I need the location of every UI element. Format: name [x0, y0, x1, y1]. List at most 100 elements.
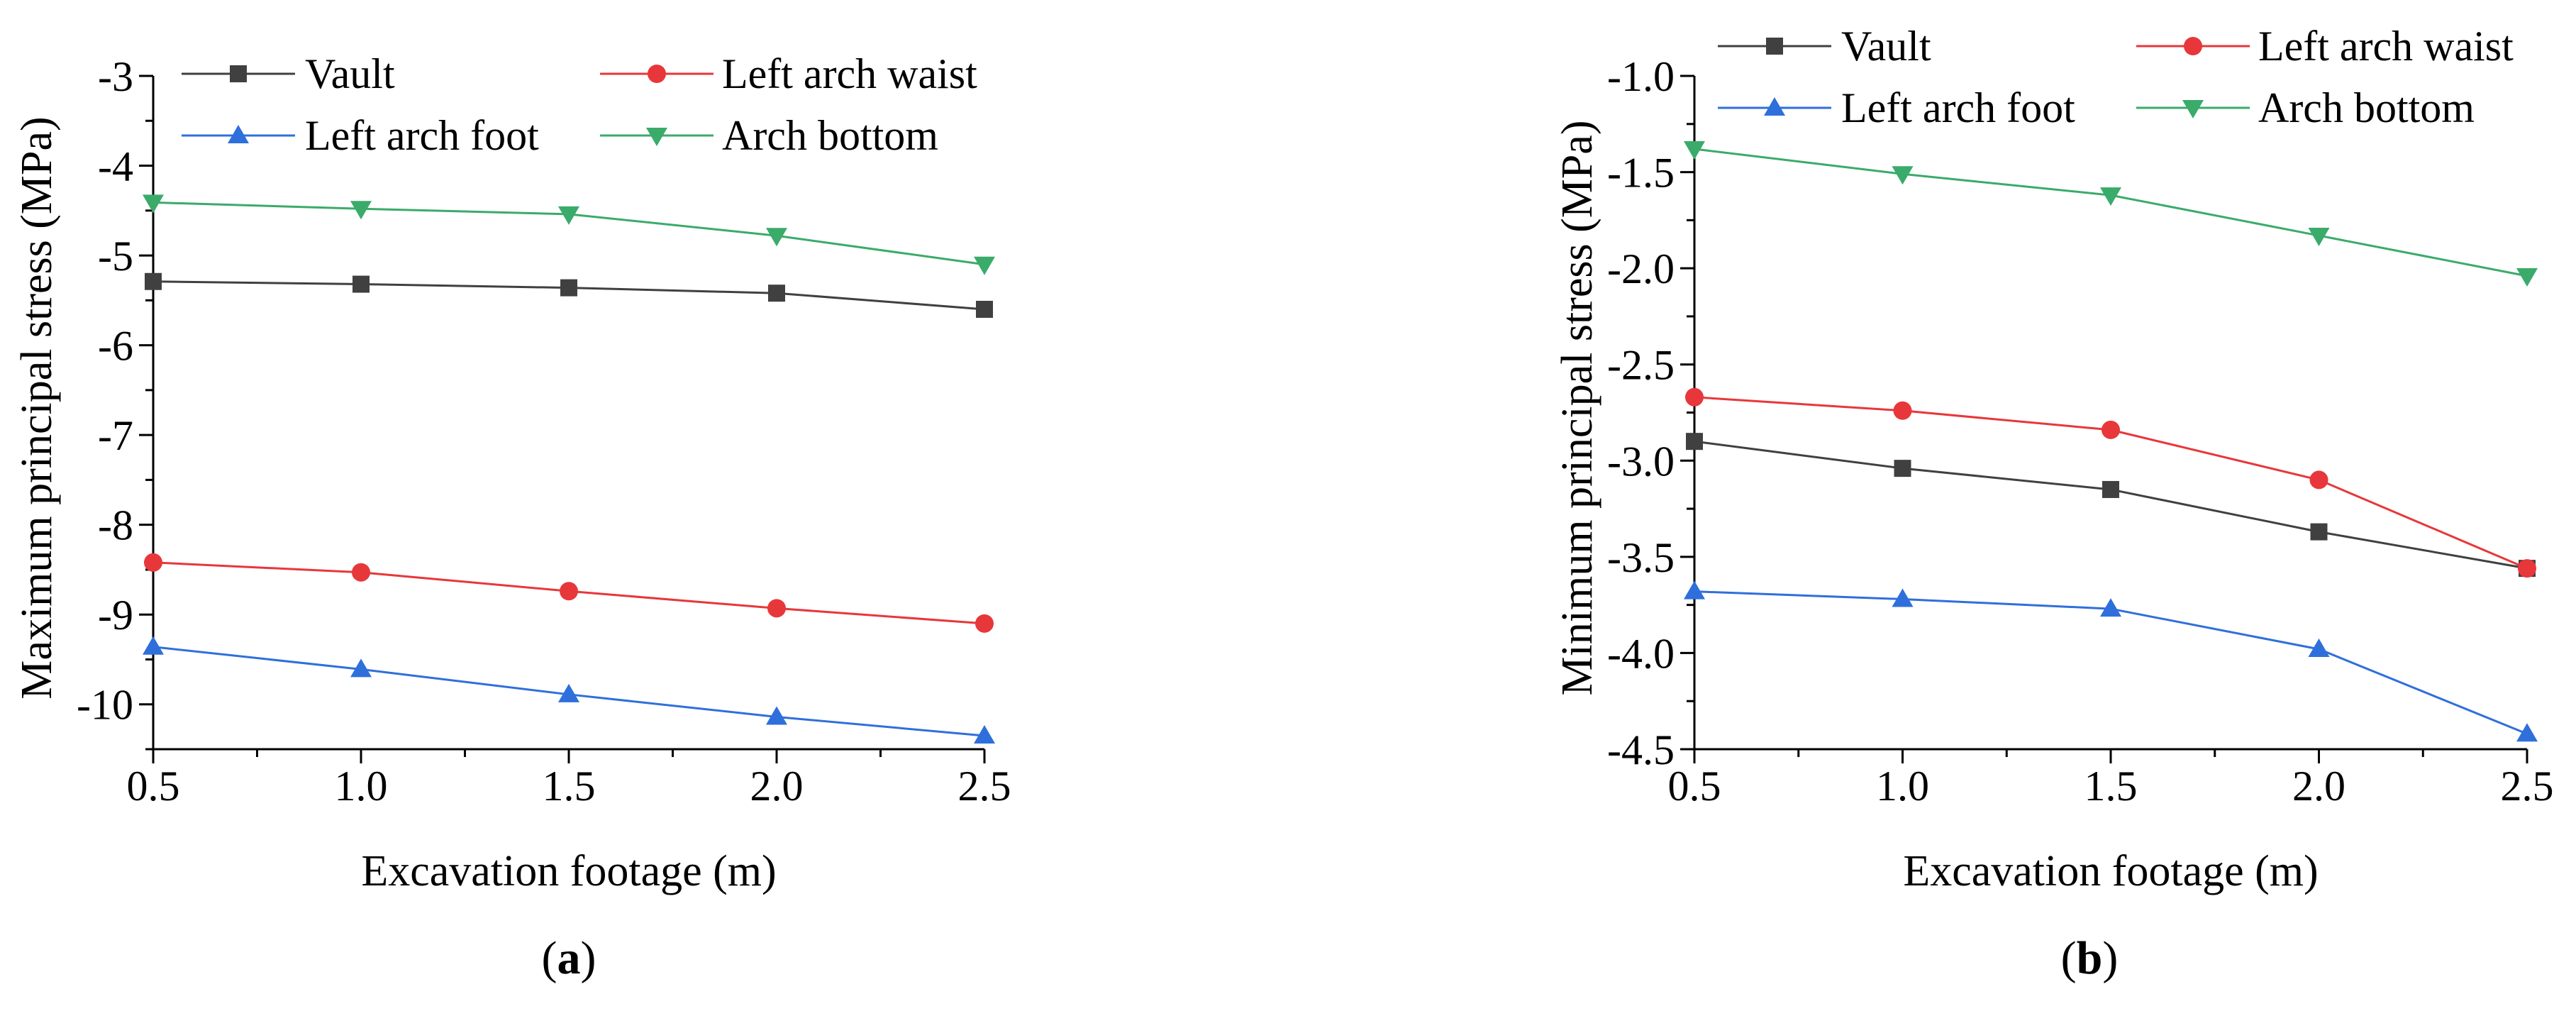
y-axis-title-b: Minimum principal stress (MPa): [1553, 120, 1601, 695]
data-point-vault-b: [1894, 460, 1911, 477]
data-point-left-arch-waist-b: [2309, 470, 2328, 490]
data-point-left-arch-foot-b: [2516, 723, 2538, 742]
y-tick-label-b: -3.5: [1607, 534, 1675, 581]
x-tick-label-a: 1.5: [543, 763, 596, 810]
x-tick-label-b: 2.0: [2292, 763, 2345, 810]
data-point-vault-a: [768, 284, 785, 302]
series-arch-bottom-a: [143, 194, 995, 275]
data-point-arch-bottom-b: [1892, 166, 1914, 185]
legend-b: Vault Left arch waist Left arch foot Arc…: [1718, 23, 2514, 131]
data-point-vault-b: [2102, 480, 2119, 498]
data-point-arch-bottom-a: [350, 201, 372, 220]
axes-a: 0.5 1.0 1.5 2.0 2.5 -3 -4 -5 -6 -7 -8 -9 -10: [77, 53, 1011, 810]
y-tick-label-a: -8: [98, 502, 133, 549]
y-tick-label-b: -1.0: [1607, 53, 1675, 100]
data-point-left-arch-waist-a: [975, 614, 994, 633]
data-point-left-arch-foot-b: [1892, 588, 1914, 607]
y-tick-label-a: -9: [98, 592, 133, 639]
series-left-arch-waist-a: [144, 553, 994, 633]
data-point-left-arch-waist-b: [1893, 401, 1912, 420]
chart-panel-a: Vault Left arch waist Left arch foot Arc…: [13, 50, 1011, 984]
series-arch-bottom-b: [1684, 141, 2538, 287]
y-tick-label-b: -4.0: [1607, 630, 1675, 677]
legend-label-arch-bottom-b: Arch bottom: [2258, 84, 2475, 131]
x-tick-label-b: 1.0: [1876, 763, 1929, 810]
y-tick-label-b: -4.5: [1607, 727, 1675, 773]
legend-marker-left-arch-foot-a: [228, 125, 249, 143]
legend-label-left-arch-waist-a: Left arch waist: [722, 50, 977, 97]
data-point-vault-a: [976, 300, 993, 318]
data-point-left-arch-foot-a: [974, 725, 995, 744]
data-point-arch-bottom-b: [2516, 267, 2538, 287]
legend-label-arch-bottom-a: Arch bottom: [722, 112, 938, 159]
data-point-arch-bottom-a: [558, 206, 579, 225]
y-tick-label-a: -6: [98, 323, 133, 370]
data-point-left-arch-waist-a: [767, 599, 786, 618]
data-point-left-arch-foot-b: [2308, 639, 2330, 658]
series-vault-a: [145, 272, 993, 318]
data-point-vault-b: [1686, 433, 1703, 451]
y-tick-label-a: -4: [98, 143, 133, 190]
data-point-vault-b: [2310, 523, 2328, 541]
y-tick-label-a: -10: [77, 682, 133, 729]
data-point-arch-bottom-a: [766, 228, 787, 247]
series-left-arch-foot-b: [1684, 580, 2538, 742]
data-point-left-arch-foot-a: [350, 658, 372, 678]
data-point-left-arch-foot-b: [1684, 580, 1705, 600]
legend-marker-arch-bottom-a: [646, 128, 667, 146]
y-tick-label-a: -7: [98, 412, 133, 459]
data-point-left-arch-waist-a: [560, 582, 578, 601]
data-point-left-arch-foot-a: [766, 706, 787, 725]
x-axis-title-b: Excavation footage (m): [1903, 847, 2318, 895]
y-tick-label-b: -1.5: [1607, 150, 1675, 197]
legend-a: Vault Left arch waist Left arch foot Arc…: [182, 50, 977, 159]
data-point-left-arch-waist-a: [144, 553, 162, 572]
data-point-arch-bottom-a: [143, 194, 164, 214]
data-point-arch-bottom-b: [1684, 141, 1705, 160]
data-point-vault-a: [560, 279, 577, 297]
x-tick-label-b: 0.5: [1668, 763, 1721, 810]
legend-label-vault-b: Vault: [1841, 23, 1931, 70]
data-point-left-arch-waist-a: [352, 563, 370, 582]
legend-marker-vault-a: [230, 65, 247, 82]
legend-label-vault-a: Vault: [305, 50, 395, 97]
panel-label-b: (b): [2061, 932, 2119, 984]
x-tick-label-b: 1.5: [2084, 763, 2138, 810]
y-tick-label-b: -2.5: [1607, 342, 1675, 389]
x-axis-title-a: Excavation footage (m): [361, 847, 776, 895]
x-tick-label-a: 0.5: [127, 763, 180, 810]
data-point-vault-a: [352, 275, 370, 293]
chart-panel-b: Vault Left arch waist Left arch foot Arc…: [1553, 23, 2554, 984]
legend-marker-arch-bottom-b: [2182, 100, 2204, 118]
legend-label-left-arch-waist-b: Left arch waist: [2258, 23, 2514, 70]
y-axis-title-a: Maximum principal stress (MPa): [13, 116, 61, 699]
x-tick-label-a: 1.0: [335, 763, 388, 810]
data-point-left-arch-waist-b: [2518, 559, 2536, 578]
legend-label-left-arch-foot-b: Left arch foot: [1841, 84, 2075, 131]
y-tick-label-a: -3: [98, 53, 133, 100]
series-vault-b: [1686, 433, 2536, 578]
series-line-arch-bottom-b: [1694, 148, 2528, 277]
y-tick-label-b: -3.0: [1607, 438, 1675, 485]
legend-marker-vault-b: [1766, 38, 1783, 55]
data-point-left-arch-waist-b: [1685, 387, 1704, 407]
data-point-left-arch-foot-a: [143, 636, 164, 655]
data-point-vault-a: [145, 272, 162, 290]
data-point-arch-bottom-a: [974, 256, 995, 275]
legend-label-left-arch-foot-a: Left arch foot: [305, 112, 539, 159]
legend-marker-left-arch-waist-a: [648, 65, 666, 83]
panel-label-a: (a): [542, 932, 596, 984]
data-point-left-arch-foot-b: [2100, 598, 2121, 617]
y-tick-label-b: -2.0: [1607, 245, 1675, 292]
plot-area-a: [143, 194, 995, 744]
data-point-arch-bottom-b: [2308, 228, 2330, 247]
y-tick-label-a: -5: [98, 233, 133, 280]
data-point-arch-bottom-b: [2100, 187, 2121, 206]
x-tick-label-a: 2.5: [958, 763, 1011, 810]
legend-marker-left-arch-foot-b: [1764, 97, 1785, 116]
plot-area-b: [1684, 141, 2538, 742]
axes-b: 0.5 1.0 1.5 2.0 2.5 -1.0 -1.5 -2.0 -2.5 -3.0 -3.5 -…: [1607, 53, 2553, 810]
series-left-arch-foot-a: [143, 636, 995, 744]
data-point-left-arch-waist-b: [2102, 420, 2120, 439]
